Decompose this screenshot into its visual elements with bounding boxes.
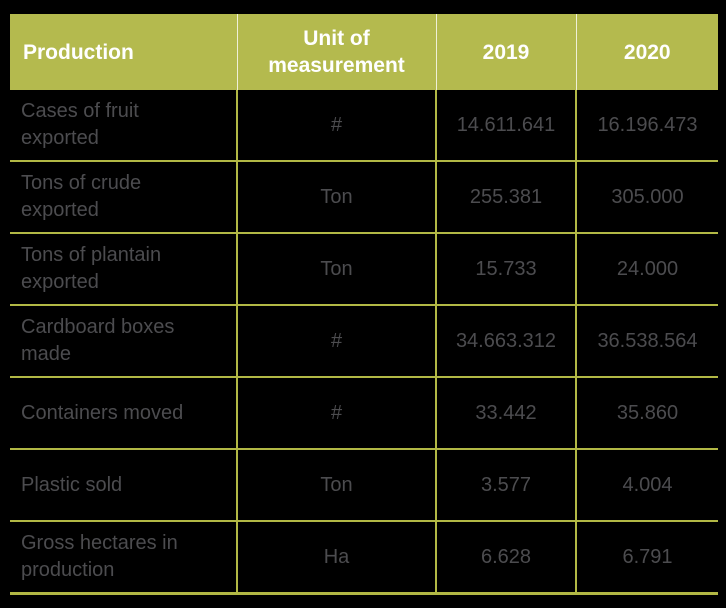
unit-cell: #	[237, 304, 437, 377]
production-cell: Gross hectares in production	[10, 520, 238, 595]
table-row: Cardboard boxes made # 34.663.312 36.538…	[10, 304, 718, 377]
table-row: Plastic sold Ton 3.577 4.004	[10, 448, 718, 521]
table-header: Production Unit of measurement 2019 2020	[10, 14, 718, 90]
table-row: Containers moved # 33.442 35.860	[10, 376, 718, 449]
production-cell: Plastic sold	[10, 448, 238, 521]
value-2019-cell: 15.733	[436, 232, 577, 305]
value-2020-cell: 35.860	[576, 376, 718, 449]
value-2020-cell: 4.004	[576, 448, 718, 521]
production-cell: Containers moved	[10, 376, 238, 449]
value-2019-cell: 33.442	[436, 376, 577, 449]
column-header-2020: 2020	[576, 14, 718, 90]
production-cell: Tons of plantain exported	[10, 232, 238, 305]
table-row: Gross hectares in production Ha 6.628 6.…	[10, 520, 718, 595]
value-2019-cell: 255.381	[436, 160, 577, 233]
value-2020-cell: 16.196.473	[576, 90, 718, 161]
column-header-production: Production	[10, 14, 238, 90]
table-body: Cases of fruit exported # 14.611.641 16.…	[10, 90, 718, 595]
value-2019-cell: 6.628	[436, 520, 577, 595]
column-header-unit: Unit of measurement	[237, 14, 437, 90]
table-row: Tons of plantain exported Ton 15.733 24.…	[10, 232, 718, 305]
unit-cell: Ton	[237, 232, 437, 305]
table-row: Cases of fruit exported # 14.611.641 16.…	[10, 90, 718, 161]
value-2020-cell: 305.000	[576, 160, 718, 233]
production-cell: Cardboard boxes made	[10, 304, 238, 377]
unit-cell: Ton	[237, 160, 437, 233]
unit-cell: #	[237, 376, 437, 449]
table-row: Tons of crude exported Ton 255.381 305.0…	[10, 160, 718, 233]
value-2019-cell: 34.663.312	[436, 304, 577, 377]
unit-cell: Ton	[237, 448, 437, 521]
production-cell: Cases of fruit exported	[10, 90, 238, 161]
value-2019-cell: 3.577	[436, 448, 577, 521]
value-2019-cell: 14.611.641	[436, 90, 577, 161]
production-cell: Tons of crude exported	[10, 160, 238, 233]
value-2020-cell: 6.791	[576, 520, 718, 595]
column-header-2019: 2019	[436, 14, 577, 90]
production-table: Production Unit of measurement 2019 2020…	[10, 14, 718, 595]
value-2020-cell: 36.538.564	[576, 304, 718, 377]
unit-cell: #	[237, 90, 437, 161]
header-row: Production Unit of measurement 2019 2020	[10, 14, 718, 90]
unit-cell: Ha	[237, 520, 437, 595]
value-2020-cell: 24.000	[576, 232, 718, 305]
